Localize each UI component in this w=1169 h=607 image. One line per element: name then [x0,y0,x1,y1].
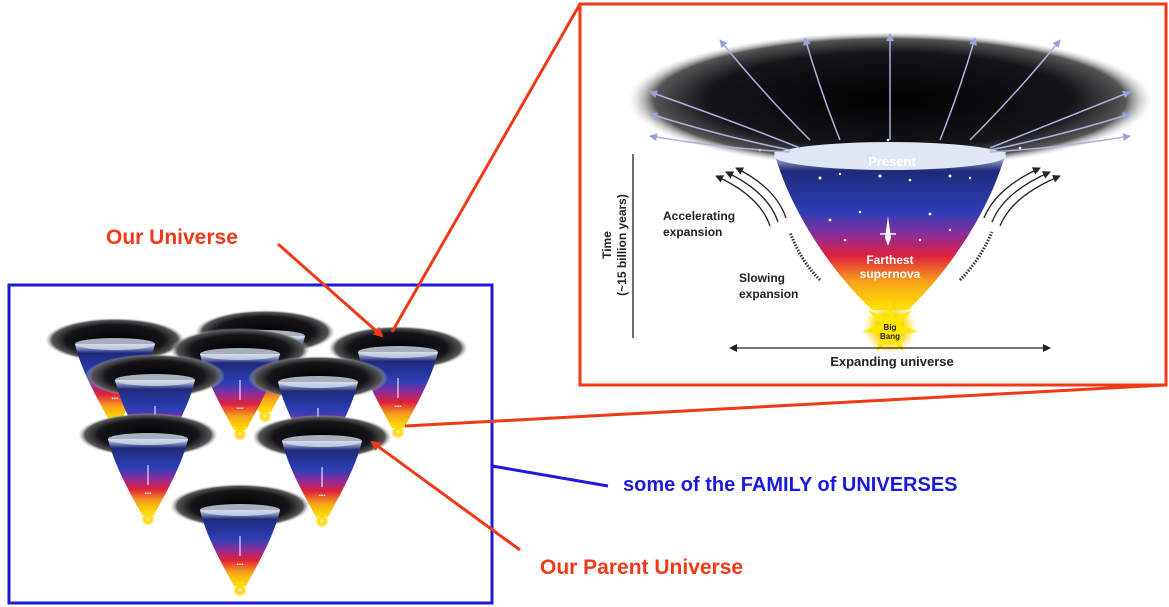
supernova-star [885,216,891,246]
connectors [277,3,1167,552]
label-accelerating-2: expansion [663,225,722,239]
label-big-2: Bang [880,332,900,341]
label-expanding: Expanding universe [830,354,954,369]
label-parent-universe: Our Parent Universe [540,556,743,579]
label-slowing-2: expansion [739,287,798,301]
label-slowing-1: Slowing [739,271,785,285]
big-bang-burst [862,300,918,354]
label-accelerating-1: Accelerating [663,209,735,223]
accelerating-arrows [715,167,1061,227]
blue-pointer [491,464,609,488]
expansion-rays [649,33,1131,153]
label-our-universe: Our Universe [106,226,238,249]
label-family: some of the FAMILY of UNIVERSES [623,474,958,496]
arrow-parent-universe [370,440,521,552]
arrow-our-universe [277,242,384,338]
family-diagram [7,283,494,605]
label-time-1: Time [600,231,614,259]
label-time-2: (~15 billion years) [615,194,629,296]
inset-diagram: Present Accelerating expansion Slowing e… [578,2,1168,387]
slowing-arrows [788,231,994,282]
connector-upper [390,3,582,333]
label-farthest-1: Farthest [866,253,913,267]
label-farthest-2: supernova [860,267,921,281]
label-big-1: Big [884,323,897,332]
connector-lower [404,383,1167,428]
label-present: Present [868,154,916,169]
